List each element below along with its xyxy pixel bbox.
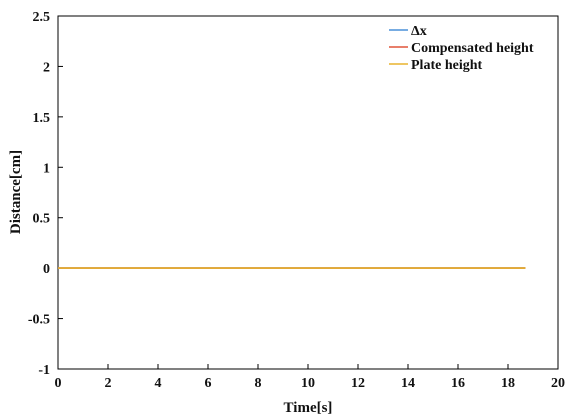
- y-tick-label: 2: [43, 60, 50, 75]
- x-tick-label: 18: [501, 376, 515, 391]
- x-tick-label: 8: [255, 376, 262, 391]
- y-tick-label: 1: [43, 161, 50, 176]
- legend-label: Plate height: [411, 58, 482, 73]
- x-tick-label: 0: [55, 376, 62, 391]
- x-tick-label: 12: [351, 376, 365, 391]
- x-tick-label: 16: [451, 376, 465, 391]
- x-tick-label: 10: [301, 376, 315, 391]
- y-tick-label: 2.5: [33, 10, 51, 25]
- plot-frame: [57, 15, 559, 370]
- y-tick-label: 0: [43, 262, 50, 277]
- y-tick-label: 0.5: [33, 212, 51, 227]
- y-axis-title: Distance[cm]: [8, 150, 24, 234]
- y-tick-label: -1: [38, 363, 50, 378]
- legend: Δx Compensated height Plate height: [389, 24, 534, 73]
- legend-label: Δx: [411, 24, 427, 39]
- x-axis: 0 2 4 6 8 10 12 14 16 18 20: [55, 364, 565, 391]
- y-axis: -1 -0.5 0 0.5 1 1.5 2 2.5: [28, 10, 63, 378]
- x-axis-title: Time[s]: [284, 400, 333, 416]
- x-tick-label: 6: [205, 376, 212, 391]
- y-tick-label: -0.5: [28, 313, 50, 328]
- x-tick-label: 2: [105, 376, 112, 391]
- y-tick-label: 1.5: [33, 111, 51, 126]
- x-tick-label: 14: [401, 376, 415, 391]
- x-tick-label: 4: [155, 376, 162, 391]
- legend-label: Compensated height: [411, 41, 534, 56]
- x-tick-label: 20: [551, 376, 565, 391]
